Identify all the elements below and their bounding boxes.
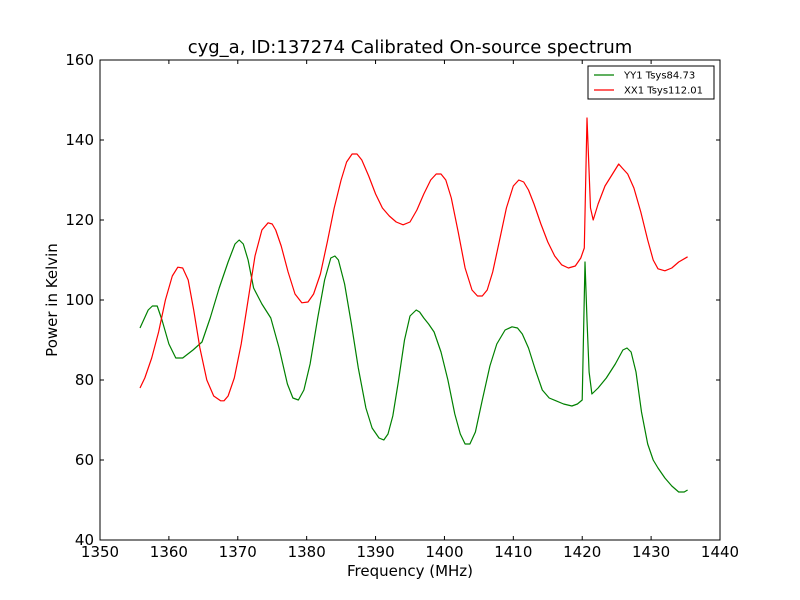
plot-area: [100, 60, 720, 540]
x-tick-label: 1390: [356, 543, 394, 561]
series-line-1: [139, 239, 688, 493]
y-tick-label: 60: [75, 451, 94, 469]
x-axis: 1350 1360 1370 1380 1390 1400 1410 1420 1430 1440: [81, 60, 739, 561]
legend-label-2: XX1 Tsys112.01: [624, 86, 703, 97]
y-tick-label: 80: [75, 371, 94, 389]
y-axis-title: Power in Kelvin: [43, 243, 61, 357]
x-axis-title: Frequency (MHz): [347, 562, 473, 580]
x-tick-label: 1350: [81, 543, 119, 561]
x-tick-label: 1410: [494, 543, 532, 561]
y-tick-label: 40: [75, 531, 94, 549]
legend: YY1 Tsys84.73 XX1 Tsys112.01: [587, 65, 715, 100]
legend-label-1: YY1 Tsys84.73: [623, 71, 695, 82]
x-tick-label: 1400: [425, 543, 463, 561]
series-line-2: [139, 117, 688, 402]
y-tick-label: 120: [65, 211, 94, 229]
chart-title: cyg_a, ID:137274 Calibrated On-source sp…: [188, 37, 633, 58]
legend-box: [587, 65, 715, 100]
x-tick-label: 1420: [563, 543, 601, 561]
y-tick-label: 140: [65, 131, 94, 149]
y-axis: 40 60 80 100 120 140 160: [65, 51, 720, 549]
x-tick-label: 1380: [288, 543, 326, 561]
x-tick-label: 1370: [219, 543, 257, 561]
x-tick-label: 1360: [150, 543, 188, 561]
x-tick-label: 1430: [632, 543, 670, 561]
y-tick-label: 160: [65, 51, 94, 69]
y-tick-label: 100: [65, 291, 94, 309]
series-group: [139, 117, 688, 493]
x-tick-label: 1440: [701, 543, 739, 561]
